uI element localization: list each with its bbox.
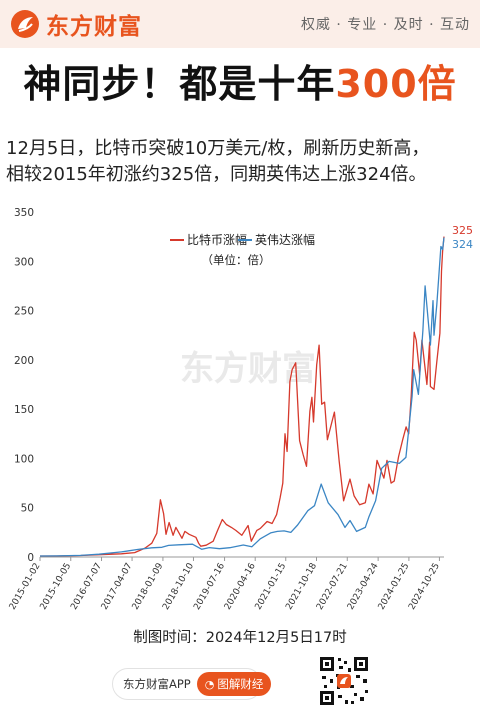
y-tick-label: 100 xyxy=(14,453,34,465)
brand-name: 东方财富 xyxy=(46,14,142,40)
y-tick-label: 300 xyxy=(14,256,34,268)
x-tick-label: 2018-01-09 xyxy=(131,561,166,612)
brand-logo[interactable]: 东方财富 xyxy=(10,8,142,40)
x-tick-label: 2017-04-07 xyxy=(100,562,135,612)
app-name: 东方财富APP xyxy=(123,677,191,691)
tujie-caijing-button[interactable]: ◔ 图解财经 xyxy=(196,672,272,696)
qr-code[interactable] xyxy=(318,655,370,707)
x-tick-label: 2024-01-25 xyxy=(377,562,412,612)
x-tick-label: 2020-04-16 xyxy=(223,561,258,612)
x-tick-label: 2019-07-16 xyxy=(192,561,227,612)
x-tick-label: 2015-01-02 xyxy=(8,562,43,612)
y-tick-label: 50 xyxy=(21,503,34,515)
x-tick-label: 2024-10-25 xyxy=(407,562,442,612)
title-main: 神同步！都是十年 xyxy=(23,62,336,106)
growth-line-chart: 东方财富 0 50 100 150 200 250 300 350 2015-01-022015-… xyxy=(8,207,473,612)
nvda-series-line xyxy=(39,237,445,557)
x-tick-label: 2023-04-24 xyxy=(346,561,381,612)
unit-note: （单位：倍） xyxy=(202,253,271,267)
title-highlight: 300倍 xyxy=(335,62,457,106)
y-tick-label: 350 xyxy=(14,207,34,219)
x-tick-label: 2021-10-18 xyxy=(284,561,319,612)
chart-icon: ◔ xyxy=(204,677,215,691)
y-tick-label: 0 xyxy=(27,552,34,564)
tujie-caijing-label: 图解财经 xyxy=(217,677,264,691)
summary-line-1: 12月5日，比特币突破10万美元/枚，刷新历史新高， xyxy=(6,138,430,159)
y-tick-label: 200 xyxy=(14,355,34,367)
chart-watermark: 东方财富 xyxy=(180,349,316,389)
y-tick-label: 150 xyxy=(14,404,34,416)
x-tick-label: 2021-01-15 xyxy=(254,562,289,612)
legend-btc-label: 比特币涨幅 xyxy=(187,232,247,247)
brand-mark-icon xyxy=(11,10,39,38)
legend-nvda-label: 英伟达涨幅 xyxy=(255,232,315,247)
page-title: 神同步！都是十年300倍 xyxy=(0,60,480,108)
btc-end-label: 325 xyxy=(452,224,473,237)
header-band xyxy=(0,0,480,48)
news-summary: 12月5日，比特币突破10万美元/枚，刷新历史新高， 相较2015年初涨约325… xyxy=(6,136,476,188)
app-download-badge[interactable]: 东方财富APP ◔ 图解财经 xyxy=(112,668,272,700)
x-tick-label: 2015-10-05 xyxy=(39,562,74,612)
chart-timestamp-note: 制图时间：2024年12月5日17时 xyxy=(133,630,347,646)
y-tick-label: 250 xyxy=(14,306,34,318)
x-tick-label: 2022-07-21 xyxy=(315,562,350,612)
summary-line-2: 相较2015年初涨约325倍，同期英伟达上涨324倍。 xyxy=(6,164,427,185)
x-tick-label: 2016-07-07 xyxy=(69,562,104,612)
nvda-end-label: 324 xyxy=(452,238,473,251)
btc-series-line xyxy=(40,236,445,557)
x-tick-label: 2018-10-10 xyxy=(161,561,196,612)
brand-slogan: 权威 · 专业 · 及时 · 互动 xyxy=(300,17,470,33)
